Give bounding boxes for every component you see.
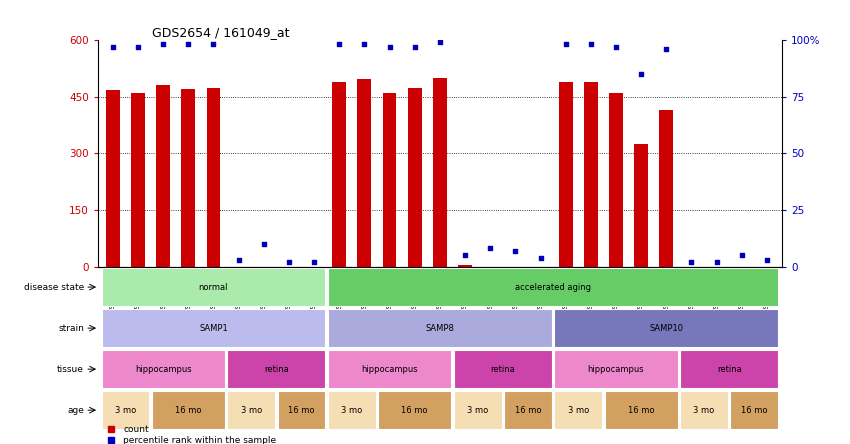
- Point: [131, 43, 145, 50]
- Legend: count, percentile rank within the sample: count, percentile rank within the sample: [102, 425, 276, 444]
- Bar: [433, 78, 447, 266]
- Bar: [680, 391, 728, 429]
- Text: 16 mo: 16 mo: [401, 406, 428, 415]
- Text: hippocampus: hippocampus: [135, 365, 191, 374]
- Text: 3 mo: 3 mo: [467, 406, 488, 415]
- Text: disease state: disease state: [24, 282, 84, 292]
- Bar: [554, 350, 677, 388]
- Bar: [131, 93, 145, 266]
- Text: 3 mo: 3 mo: [115, 406, 136, 415]
- Point: [634, 71, 648, 78]
- Point: [609, 43, 623, 50]
- Point: [332, 41, 346, 48]
- Point: [433, 39, 446, 46]
- Point: [257, 240, 270, 247]
- Bar: [101, 309, 326, 347]
- Bar: [328, 268, 779, 306]
- Bar: [358, 79, 371, 266]
- Point: [106, 43, 120, 50]
- Point: [710, 258, 723, 266]
- Point: [182, 41, 196, 48]
- Point: [207, 41, 220, 48]
- Text: tissue: tissue: [57, 365, 84, 374]
- Bar: [278, 391, 326, 429]
- Bar: [156, 85, 170, 266]
- Bar: [554, 309, 779, 347]
- Text: age: age: [67, 406, 84, 415]
- Bar: [152, 391, 224, 429]
- Bar: [730, 391, 779, 429]
- Bar: [207, 88, 220, 266]
- Text: retina: retina: [264, 365, 289, 374]
- Point: [156, 41, 170, 48]
- Text: GDS2654 / 161049_at: GDS2654 / 161049_at: [152, 26, 290, 39]
- Text: 16 mo: 16 mo: [628, 406, 654, 415]
- Text: hippocampus: hippocampus: [587, 365, 644, 374]
- Point: [760, 256, 774, 263]
- Bar: [554, 391, 602, 429]
- Bar: [101, 391, 150, 429]
- Text: 16 mo: 16 mo: [175, 406, 201, 415]
- Bar: [332, 82, 346, 266]
- Text: 16 mo: 16 mo: [514, 406, 541, 415]
- Bar: [660, 110, 673, 266]
- Text: hippocampus: hippocampus: [361, 365, 418, 374]
- Bar: [106, 90, 120, 266]
- Bar: [101, 268, 326, 306]
- Text: strain: strain: [58, 324, 84, 333]
- Bar: [609, 93, 623, 266]
- Point: [458, 252, 472, 259]
- Point: [308, 258, 321, 266]
- Point: [534, 254, 547, 261]
- Text: 16 mo: 16 mo: [741, 406, 768, 415]
- Text: SAMP10: SAMP10: [649, 324, 683, 333]
- Text: retina: retina: [717, 365, 741, 374]
- Bar: [504, 391, 552, 429]
- Bar: [454, 350, 552, 388]
- Point: [358, 41, 371, 48]
- Point: [484, 245, 497, 252]
- Point: [408, 43, 422, 50]
- Bar: [227, 391, 275, 429]
- Text: accelerated aging: accelerated aging: [515, 282, 591, 292]
- Text: 3 mo: 3 mo: [568, 406, 589, 415]
- Bar: [558, 82, 573, 266]
- Bar: [328, 391, 376, 429]
- Text: 16 mo: 16 mo: [288, 406, 314, 415]
- Text: 3 mo: 3 mo: [341, 406, 362, 415]
- Bar: [328, 350, 451, 388]
- Point: [232, 256, 246, 263]
- Text: 3 mo: 3 mo: [241, 406, 262, 415]
- Text: SAMP1: SAMP1: [199, 324, 228, 333]
- Text: normal: normal: [199, 282, 228, 292]
- Bar: [604, 391, 677, 429]
- Bar: [101, 350, 224, 388]
- Point: [735, 252, 749, 259]
- Text: retina: retina: [490, 365, 515, 374]
- Bar: [680, 350, 779, 388]
- Point: [282, 258, 296, 266]
- Bar: [454, 391, 502, 429]
- Point: [558, 41, 572, 48]
- Bar: [328, 309, 552, 347]
- Point: [508, 247, 522, 254]
- Point: [684, 258, 698, 266]
- Bar: [408, 88, 422, 266]
- Point: [584, 41, 598, 48]
- Point: [382, 43, 396, 50]
- Text: 3 mo: 3 mo: [694, 406, 715, 415]
- Point: [660, 45, 673, 52]
- Bar: [634, 144, 648, 266]
- Bar: [181, 89, 196, 266]
- Bar: [378, 391, 451, 429]
- Bar: [584, 82, 598, 266]
- Bar: [382, 93, 396, 266]
- Text: SAMP8: SAMP8: [426, 324, 454, 333]
- Bar: [227, 350, 326, 388]
